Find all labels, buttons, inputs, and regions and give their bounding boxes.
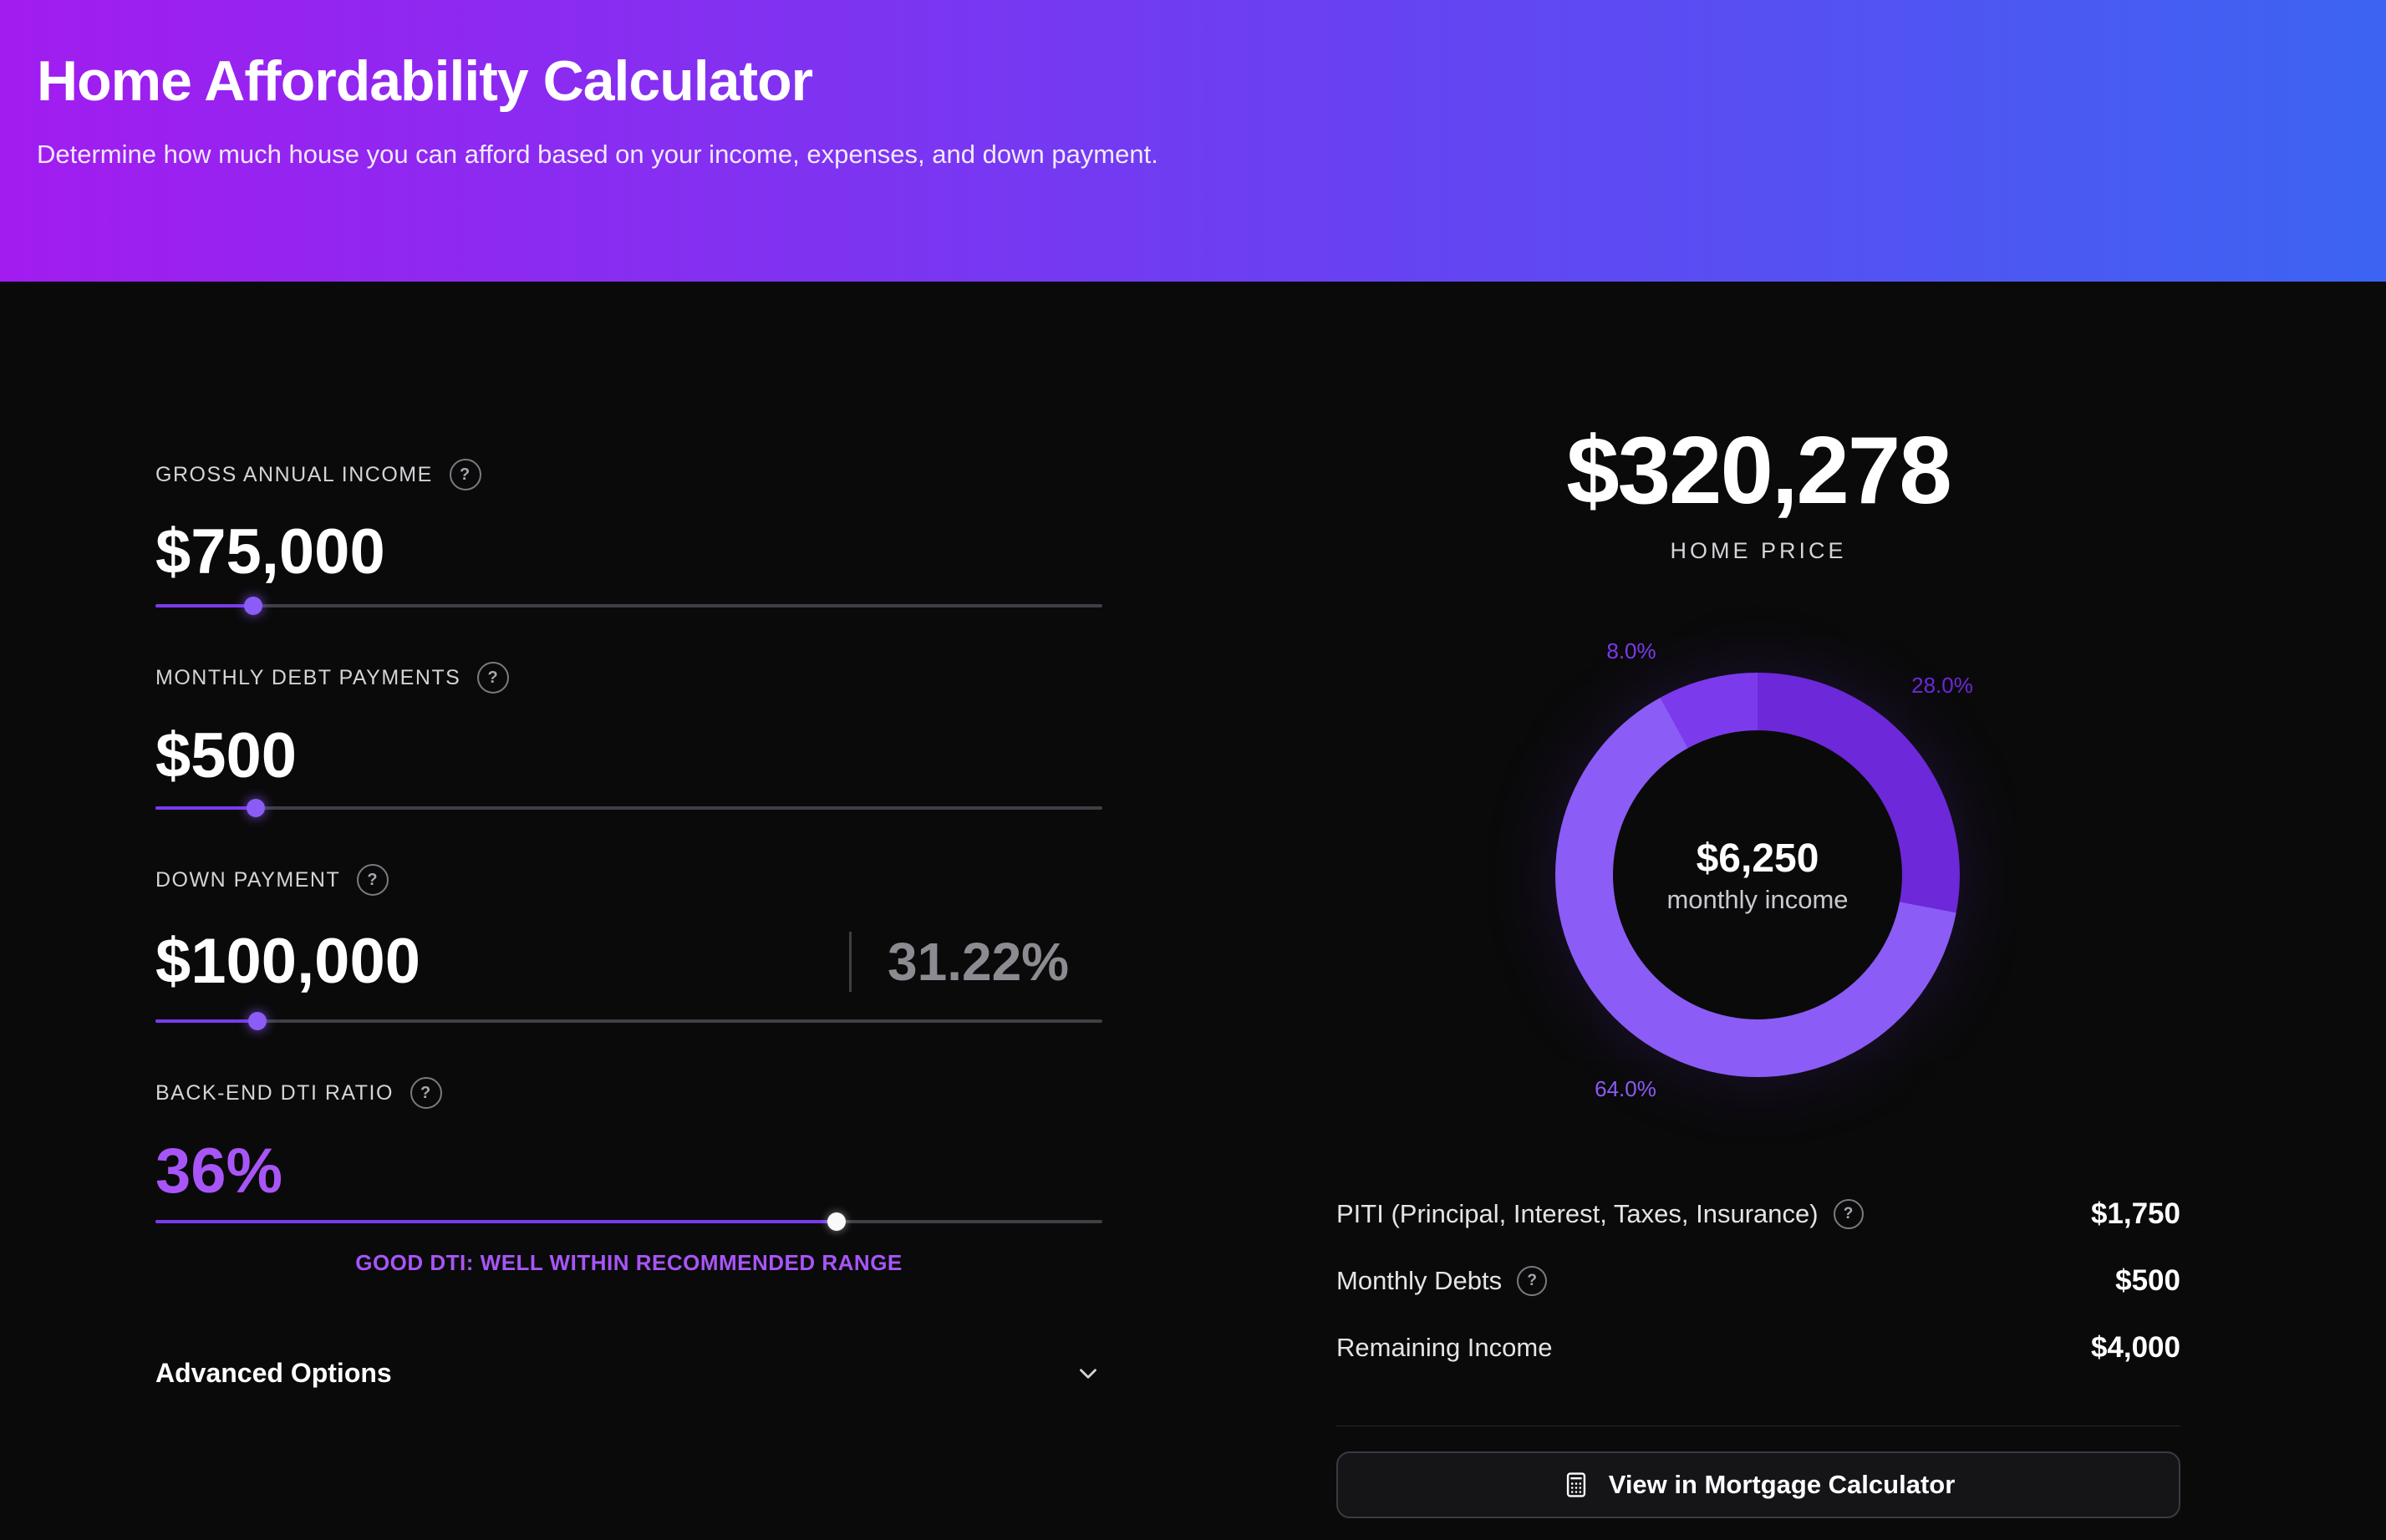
- breakdown-label: Remaining Income: [1336, 1333, 1552, 1363]
- donut-center: $6,250 monthly income: [1555, 673, 1960, 1077]
- piti-label: PITI (Principal, Interest, Taxes, Insura…: [1336, 1199, 1819, 1228]
- chevron-down-icon: [1080, 1368, 1096, 1379]
- dti-slider[interactable]: [155, 1212, 1102, 1232]
- down-payment-value-row: $100,000 31.22%: [155, 920, 1102, 1004]
- down-payment-label-row: DOWN PAYMENT: [155, 864, 389, 896]
- breakdown-row-debts: Monthly Debts $500: [1336, 1248, 2180, 1314]
- monthly-debts-row-value: $500: [2115, 1264, 2180, 1297]
- dti-value[interactable]: 36%: [155, 1136, 283, 1207]
- help-icon[interactable]: [477, 662, 510, 694]
- slider-track[interactable]: [155, 806, 1102, 810]
- slider-thumb[interactable]: [247, 799, 266, 817]
- monthly-debts-label-row: MONTHLY DEBT PAYMENTS: [155, 662, 510, 694]
- slider-track[interactable]: [155, 1019, 1102, 1023]
- help-icon[interactable]: [449, 459, 481, 490]
- piti-value: $1,750: [2090, 1197, 2180, 1230]
- slider-fill: [155, 1019, 258, 1023]
- inputs-panel: GROSS ANNUAL INCOME $75,000 MONTHLY DEBT…: [155, 0, 1102, 1540]
- down-payment-percent: 31.22%: [888, 932, 1070, 992]
- breakdown-row-piti: PITI (Principal, Interest, Taxes, Insura…: [1336, 1181, 2180, 1248]
- slider-fill: [155, 1220, 837, 1223]
- breakdown-label: Monthly Debts: [1336, 1266, 1548, 1296]
- down-payment-slider[interactable]: [155, 1011, 1102, 1031]
- monthly-breakdown: PITI (Principal, Interest, Taxes, Insura…: [1336, 1181, 2180, 1381]
- remaining-income-label: Remaining Income: [1336, 1333, 1553, 1362]
- slider-thumb[interactable]: [243, 597, 262, 615]
- page-header: Home Affordability Calculator Determine …: [0, 0, 2386, 282]
- slider-track[interactable]: [155, 604, 1102, 607]
- slider-fill: [155, 806, 257, 810]
- chart-slice-label-debts: 8.0%: [1606, 638, 1656, 663]
- dti-status-message: GOOD DTI: WELL WITHIN RECOMMENDED RANGE: [355, 1250, 903, 1275]
- help-icon[interactable]: [1833, 1199, 1864, 1229]
- breakdown-row-remaining: Remaining Income $4,000: [1336, 1314, 2180, 1381]
- gross-income-slider[interactable]: [155, 596, 1102, 616]
- gross-income-value[interactable]: $75,000: [155, 516, 385, 587]
- monthly-income-value: $6,250: [1696, 836, 1819, 881]
- monthly-debts-row-label: Monthly Debts: [1336, 1266, 1503, 1295]
- slider-thumb[interactable]: [248, 1012, 267, 1030]
- remaining-income-value: $4,000: [2090, 1331, 2180, 1364]
- gross-income-label-row: GROSS ANNUAL INCOME: [155, 459, 481, 490]
- monthly-debts-slider[interactable]: [155, 798, 1102, 818]
- calculator-icon: [1562, 1471, 1590, 1499]
- help-icon[interactable]: [357, 864, 389, 896]
- results-panel: $320,278 HOME PRICE 8.0% 28.0% 64.0% $6,…: [1336, 0, 2180, 1540]
- advanced-options-toggle[interactable]: Advanced Options: [155, 1358, 1102, 1389]
- chart-slice-label-remaining: 64.0%: [1595, 1076, 1656, 1101]
- view-mortgage-calculator-button[interactable]: View in Mortgage Calculator: [1336, 1451, 2180, 1518]
- advanced-options-label: Advanced Options: [155, 1358, 392, 1388]
- view-mortgage-calculator-label: View in Mortgage Calculator: [1608, 1470, 1956, 1499]
- results-footer: View in Mortgage Calculator: [1336, 1426, 2180, 1518]
- slider-fill: [155, 604, 253, 607]
- dti-label: BACK-END DTI RATIO: [155, 1080, 394, 1105]
- down-payment-label: DOWN PAYMENT: [155, 867, 341, 892]
- home-price-label: HOME PRICE: [1670, 538, 1847, 563]
- monthly-debts-label: MONTHLY DEBT PAYMENTS: [155, 665, 461, 689]
- gross-income-label: GROSS ANNUAL INCOME: [155, 462, 433, 486]
- home-price-value: $320,278: [1566, 418, 1951, 524]
- help-icon[interactable]: [1517, 1266, 1548, 1296]
- monthly-income-label: monthly income: [1666, 884, 1849, 914]
- dti-label-row: BACK-END DTI RATIO: [155, 1077, 442, 1109]
- monthly-debts-value[interactable]: $500: [155, 720, 298, 791]
- chart-slice-label-piti: 28.0%: [1911, 673, 1973, 698]
- page-subtitle: Determine how much house you can afford …: [37, 140, 1158, 169]
- breakdown-label: PITI (Principal, Interest, Taxes, Insura…: [1336, 1199, 1864, 1229]
- vertical-divider: [849, 932, 852, 992]
- down-payment-value[interactable]: $100,000: [155, 926, 420, 997]
- help-icon[interactable]: [410, 1077, 442, 1109]
- slider-thumb[interactable]: [827, 1212, 846, 1231]
- affordability-donut: $6,250 monthly income: [1555, 673, 1960, 1077]
- page-title: Home Affordability Calculator: [37, 49, 813, 113]
